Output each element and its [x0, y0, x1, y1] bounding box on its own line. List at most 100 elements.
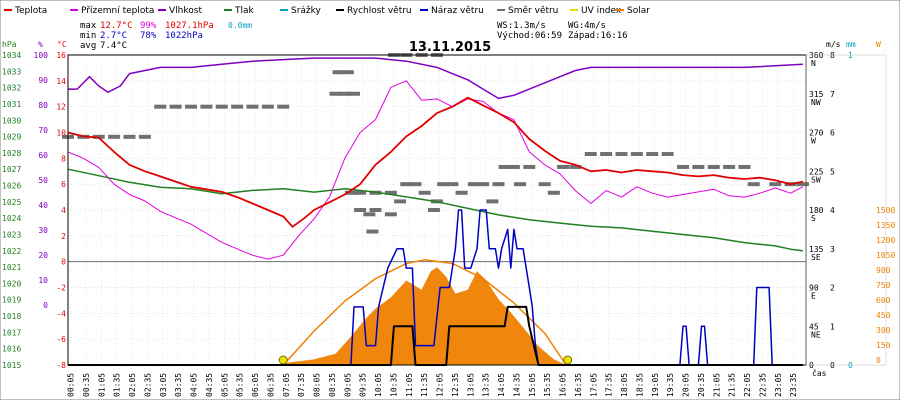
sun-marker — [563, 355, 573, 365]
hpa-tick-label: 1032 — [2, 84, 21, 93]
w-tick-label: 1350 — [876, 221, 895, 230]
hpa-tick-label: 1028 — [2, 149, 21, 158]
hpa-tick-label: 1019 — [2, 296, 21, 305]
time-tick-label: 09:35 — [359, 373, 368, 397]
c-tick-label: 2 — [61, 232, 66, 241]
time-tick-label: 15:05 — [528, 373, 537, 397]
wind-dir-mark — [427, 208, 440, 212]
hpa-tick-label: 1018 — [2, 312, 21, 321]
time-tick-label: 15:35 — [543, 373, 552, 397]
legend-label: UV index — [581, 6, 622, 16]
c-tick-label: 12 — [56, 103, 66, 112]
wind-dir-mark — [455, 190, 468, 195]
wind-dir-mark — [366, 229, 379, 234]
deg-tick-label: 225 — [809, 167, 824, 176]
time-tick-label: 19:35 — [666, 373, 675, 397]
wind-dir-mark — [747, 182, 760, 187]
dir-tick-label: NW — [811, 98, 821, 107]
dir-tick-label: SE — [811, 253, 821, 262]
wind-dir-mark — [363, 212, 376, 217]
wind-dir-mark — [409, 182, 422, 187]
pct-tick-label: 60 — [38, 151, 48, 160]
wind-dir-mark — [769, 182, 782, 187]
deg-tick-label: 270 — [809, 129, 824, 138]
legend-label: Směr větru — [508, 6, 558, 16]
wind-dir-mark — [354, 190, 367, 195]
deg-tick-label: 315 — [809, 90, 824, 99]
pct-tick-label: 50 — [38, 176, 48, 185]
wind-speed-line — [68, 305, 803, 366]
legend-label: Solar — [627, 6, 650, 16]
wind-dir-mark — [477, 182, 490, 187]
time-tick-label: 22:05 — [743, 373, 752, 397]
hpa-tick-label: 1017 — [2, 328, 21, 337]
w-tick-label: 1050 — [876, 251, 895, 260]
wind-dir-mark — [584, 152, 597, 157]
w-tick-label: 600 — [876, 296, 891, 305]
time-tick-label: 05:05 — [220, 373, 229, 397]
wind-dir-mark — [354, 208, 367, 212]
wind-dir-mark — [615, 152, 628, 157]
legend-label: Teplota — [14, 6, 47, 16]
hpa-unit: hPa — [2, 40, 17, 49]
w-tick-label: 450 — [876, 311, 891, 320]
dir-tick-label: W — [811, 137, 816, 146]
w-tick-label: 0 — [876, 356, 881, 365]
right-axis-frame — [805, 54, 887, 366]
time-tick-label: 01:05 — [97, 373, 106, 397]
wind-dir-mark — [523, 164, 536, 169]
wind-dir-mark — [507, 164, 520, 169]
w-tick-label: 1500 — [876, 206, 895, 215]
time-tick-label: 13:35 — [482, 373, 491, 397]
hpa-tick-label: 1016 — [2, 345, 21, 354]
hpa-tick-label: 1026 — [2, 182, 21, 191]
hpa-tick-label: 1021 — [2, 263, 21, 272]
wind-dir-mark — [600, 152, 613, 157]
wind-dir-mark — [138, 134, 151, 139]
ms-tick-label: 6 — [830, 129, 835, 138]
dir-tick-label: S — [811, 214, 816, 223]
legend-label: Přízemní teplota — [81, 6, 154, 16]
time-tick-label: 20:35 — [697, 373, 706, 397]
wind-dir-mark — [261, 104, 274, 109]
wind-dir-mark — [277, 104, 290, 109]
mm-tick-label: 0 — [848, 361, 853, 370]
wind-dir-mark — [154, 104, 167, 109]
pct-tick-label: 90 — [38, 76, 48, 85]
time-tick-label: 05:35 — [236, 373, 245, 397]
c-tick-label: 4 — [61, 206, 66, 215]
wind-dir-mark — [661, 152, 674, 157]
pct-tick-label: 70 — [38, 126, 48, 135]
hpa-tick-label: 1033 — [2, 67, 21, 76]
stat-min-hum: 78% — [140, 31, 157, 41]
wind-dir-mark — [200, 104, 213, 109]
time-tick-label: 08:35 — [328, 373, 337, 397]
wind-dir-mark — [108, 134, 121, 139]
dir-tick-label: E — [811, 292, 816, 301]
ms-tick-label: 8 — [830, 51, 835, 60]
deg-tick-label: 360 — [809, 51, 824, 60]
w-unit: W — [876, 40, 881, 49]
c-tick-label: -6 — [56, 335, 66, 344]
time-tick-label: 17:35 — [605, 373, 614, 397]
wind-dir-mark — [246, 104, 259, 109]
c-tick-label: 8 — [61, 154, 66, 163]
ms-unit: m/s — [826, 40, 841, 49]
hpa-tick-label: 1023 — [2, 230, 21, 239]
time-tick-label: 03:05 — [159, 373, 168, 397]
wind-dir-mark — [231, 104, 244, 109]
hpa-tick-label: 1025 — [2, 198, 21, 207]
pct-tick-label: 40 — [38, 201, 48, 210]
hpa-tick-label: 1029 — [2, 133, 21, 142]
w-tick-label: 1200 — [876, 236, 895, 245]
wind-dir-mark — [169, 104, 182, 109]
time-tick-label: 03:35 — [174, 373, 183, 397]
ground-temp-line — [67, 80, 804, 260]
time-tick-label: 08:05 — [313, 373, 322, 397]
wind-dir-mark — [341, 70, 354, 75]
hpa-tick-label: 1034 — [2, 51, 21, 60]
time-tick-label: 06:05 — [251, 373, 260, 397]
stat-ws: WS:1.3m/s — [497, 21, 546, 31]
ms-tick-label: 3 — [830, 245, 835, 254]
hpa-tick-label: 1027 — [2, 165, 21, 174]
